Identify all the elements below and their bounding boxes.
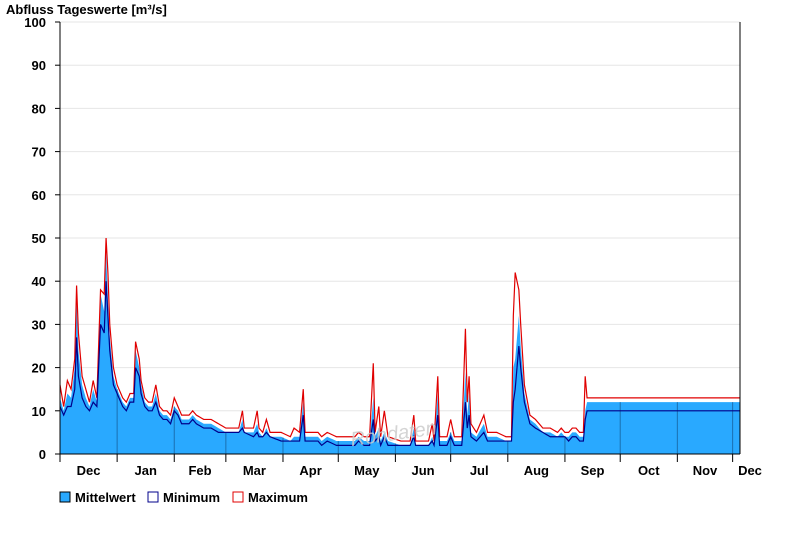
legend-swatch [147, 491, 159, 503]
y-tick-label: 60 [32, 188, 46, 203]
y-tick-label: 90 [32, 58, 46, 73]
legend: Mittelwert Minimum Maximum [59, 490, 308, 505]
y-tick-label: 30 [32, 317, 46, 332]
minimum-line [59, 281, 740, 448]
x-tick-label: Aug [524, 463, 549, 478]
y-tick-label: 70 [32, 145, 46, 160]
y-tick-label: 50 [32, 231, 46, 246]
grid-lines [60, 21, 740, 412]
x-tick-label: May [354, 463, 380, 478]
x-tick-label: Jan [134, 463, 156, 478]
mittelwert-area [60, 250, 740, 454]
x-tick-label: Nov [693, 463, 718, 478]
y-tick-label: 80 [32, 101, 46, 116]
maximum-line [59, 237, 740, 442]
legend-swatch [232, 491, 244, 503]
legend-label: Maximum [248, 490, 308, 505]
y-tick-label: 20 [32, 361, 46, 376]
legend-label: Minimum [163, 490, 220, 505]
x-tick-label: Apr [299, 463, 321, 478]
x-tick-label: Oct [638, 463, 660, 478]
x-axis: Dec Jan Feb Mar Apr May Jun Jul Aug Sep Oct Nov Dec [59, 454, 762, 478]
x-tick-label: Jul [470, 463, 489, 478]
y-axis: 0 10 20 30 40 50 60 70 80 90 100 [24, 15, 60, 462]
y-tick-label: 40 [32, 274, 46, 289]
x-tick-label: Dec [738, 463, 762, 478]
y-tick-label: 0 [39, 447, 46, 462]
chart-title: Abfluss Tageswerte [m³/s] [6, 2, 167, 17]
y-tick-label: 100 [24, 15, 46, 30]
y-tick-label: 10 [32, 404, 46, 419]
x-tick-label: Jun [411, 463, 434, 478]
x-tick-label: Sep [581, 463, 605, 478]
plot-area [59, 237, 740, 454]
x-tick-label: Feb [188, 463, 211, 478]
x-tick-label: Mar [243, 463, 266, 478]
legend-label: Mittelwert [75, 490, 136, 505]
legend-swatch [59, 491, 71, 503]
x-tick-label: Dec [77, 463, 101, 478]
